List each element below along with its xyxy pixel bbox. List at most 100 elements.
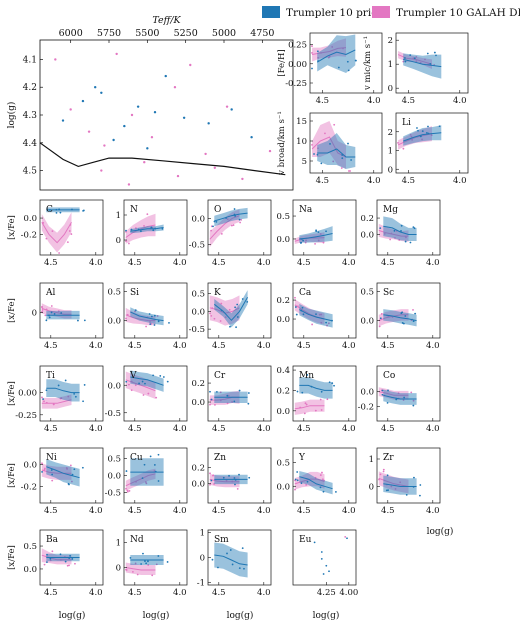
galah-point [314, 242, 316, 245]
prior-point [325, 230, 327, 233]
prior-point [212, 225, 214, 228]
galah-point [326, 324, 328, 327]
panel-frame [309, 112, 383, 174]
prior-point [157, 555, 160, 557]
galah-line [397, 54, 433, 65]
galah-point [331, 46, 334, 48]
xlabel: log(g) [313, 610, 340, 621]
ylabel: [x/Fe] [7, 463, 17, 488]
galah-point [320, 409, 323, 411]
galah-line [41, 554, 72, 561]
hr-xtick-label: 5500 [135, 28, 159, 39]
prior-line [316, 49, 356, 63]
ytick-label: -1 [197, 579, 205, 589]
hr-xtick-label: 5250 [174, 28, 198, 39]
prior-point [145, 562, 148, 565]
prior-point [64, 379, 67, 382]
ytick-label: 1 [369, 455, 374, 465]
prior-point [125, 229, 127, 232]
galah-point [66, 468, 68, 470]
hr-frame [39, 39, 294, 191]
xlabel: log(g) [427, 526, 454, 537]
galah-band [312, 38, 346, 62]
prior-line [213, 296, 249, 322]
galah-point [398, 239, 401, 241]
ytick-label: 0.0 [107, 317, 121, 327]
prior-point [168, 321, 170, 324]
prior-point [385, 489, 388, 492]
galah-point [231, 480, 234, 483]
prior-point [333, 384, 335, 387]
galah-point [340, 167, 343, 169]
panel-Cr: 0.0 0.2 4.5 4.0 Cr [191, 365, 272, 434]
hr-point-galah [213, 166, 216, 169]
ylabel: [x/Fe] [7, 545, 17, 570]
galah-point [128, 383, 130, 386]
prior-point [53, 313, 56, 315]
ytick-label: 1 [116, 211, 121, 221]
galah-point [227, 394, 230, 397]
prior-point [386, 474, 389, 477]
prior-point [400, 230, 402, 232]
xtick-label: 4.0 [426, 341, 440, 351]
panel-frame [395, 32, 469, 94]
panels-group: 6000 5750 5500 5250 5000 4750Teff/K4.14.24.34… [6, 15, 469, 621]
prior-line [383, 225, 417, 235]
prior-point [139, 230, 142, 233]
prior-point [393, 229, 396, 232]
galah-point [70, 233, 73, 235]
hr-point-galah [173, 86, 177, 89]
galah-line [312, 47, 347, 55]
prior-band [130, 307, 164, 326]
galah-point [41, 396, 43, 399]
galah-point [390, 485, 393, 488]
prior-point [228, 474, 230, 477]
prior-point [147, 560, 149, 563]
ytick-label: -0.2 [21, 483, 37, 493]
prior-point [150, 315, 153, 318]
galah-point [135, 480, 137, 483]
prior-point [64, 560, 67, 563]
xtick-label: 4.0 [367, 96, 381, 106]
xtick-label: 4.0 [89, 341, 103, 351]
xtick-label: 4.5 [44, 424, 58, 434]
panel-frame [123, 365, 188, 422]
prior-point [229, 325, 231, 328]
ytick-label: 0.0 [191, 398, 205, 408]
hr-point-galah [103, 144, 106, 147]
xtick-label: 4.0 [257, 506, 271, 516]
prior-point [401, 322, 404, 324]
prior-point [82, 209, 85, 212]
hr-xtick-label: 5000 [212, 28, 236, 39]
prior-point [211, 558, 214, 561]
galah-point [410, 135, 413, 138]
prior-point [328, 381, 331, 384]
xtick-label: 4.5 [212, 424, 226, 434]
galah-band [294, 299, 325, 325]
prior-point [301, 391, 304, 394]
galah-point [209, 403, 211, 406]
panel-Zr: 0 1 4.5 4.0 Zr [369, 447, 441, 516]
hr-point-galah [150, 136, 154, 139]
element-label: Mg [383, 205, 398, 215]
galah-point [144, 481, 147, 483]
prior-point [302, 313, 305, 316]
hr-panel: 6000 5750 5500 5250 5000 4750 Teff/K 4.1 4.2 4.3 4… [6, 15, 294, 191]
element-label: Ba [46, 535, 59, 545]
prior-point [405, 493, 408, 496]
prior-point [320, 551, 323, 553]
galah-point [213, 317, 216, 320]
prior-point [341, 154, 344, 156]
hr-point-prior [250, 136, 253, 139]
galah-point [209, 483, 211, 486]
hr-point-galah [87, 130, 91, 133]
prior-point [154, 227, 157, 230]
hr-ytick-label: 4.1 [23, 55, 37, 65]
prior-point [166, 380, 169, 383]
ytick-label: 0.5 [107, 454, 121, 464]
xtick-label: 4.5 [402, 176, 416, 186]
panel-Li: 0 1 2 4.5 4.0 Li [388, 112, 469, 186]
panel-Sm: -1 0 1 4.5 4.0 Sm [197, 529, 272, 598]
prior-point [73, 468, 76, 471]
galah-point [231, 401, 234, 403]
